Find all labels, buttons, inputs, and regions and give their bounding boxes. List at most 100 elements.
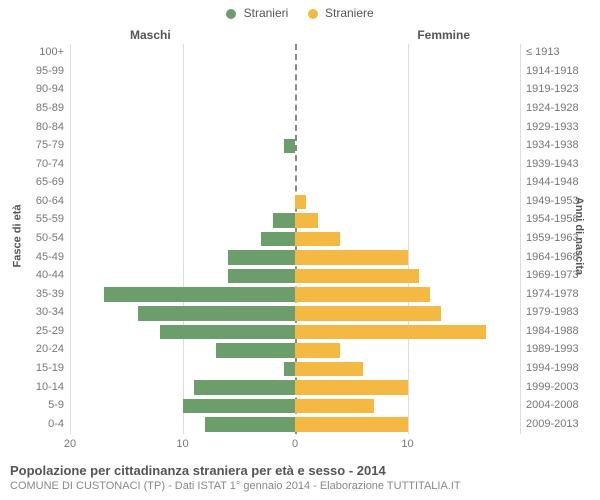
x-tick: 10 bbox=[176, 438, 188, 450]
legend-label-female: Straniere bbox=[325, 6, 374, 20]
bar-male bbox=[284, 139, 295, 154]
y-label-age: 55-59 bbox=[0, 213, 64, 225]
age-row bbox=[70, 378, 520, 397]
bar-male bbox=[228, 250, 296, 265]
age-row bbox=[70, 193, 520, 212]
y-label-age: 25-29 bbox=[0, 325, 64, 337]
x-tick: 0 bbox=[292, 438, 298, 450]
bar-female bbox=[295, 343, 340, 358]
legend: Stranieri Straniere bbox=[0, 6, 600, 20]
plot-area bbox=[70, 44, 520, 434]
y-label-birth: 1944-1948 bbox=[526, 176, 579, 188]
age-row bbox=[70, 118, 520, 137]
bar-female bbox=[295, 399, 374, 414]
age-row bbox=[70, 267, 520, 286]
y-label-age: 15-19 bbox=[0, 362, 64, 374]
y-label-age: 70-74 bbox=[0, 158, 64, 170]
y-label-birth: 1919-1923 bbox=[526, 83, 579, 95]
footer-subtitle: COMUNE DI CUSTONACI (TP) - Dati ISTAT 1°… bbox=[10, 480, 590, 492]
age-row bbox=[70, 137, 520, 156]
bar-female bbox=[295, 195, 306, 210]
y-label-age: 50-54 bbox=[0, 232, 64, 244]
legend-swatch-female bbox=[308, 9, 318, 19]
y-label-age: 85-89 bbox=[0, 102, 64, 114]
bar-female bbox=[295, 306, 441, 321]
bar-female bbox=[295, 269, 419, 284]
age-row bbox=[70, 304, 520, 323]
legend-label-male: Stranieri bbox=[244, 6, 289, 20]
column-title-left: Maschi bbox=[130, 28, 171, 42]
y-label-age: 75-79 bbox=[0, 139, 64, 151]
y-label-age: 30-34 bbox=[0, 306, 64, 318]
bar-male bbox=[183, 399, 296, 414]
bar-male bbox=[205, 417, 295, 432]
bar-male bbox=[228, 269, 296, 284]
bar-male bbox=[138, 306, 296, 321]
y-label-birth: 1974-1978 bbox=[526, 288, 579, 300]
y-label-birth: 1924-1928 bbox=[526, 102, 579, 114]
y-label-birth: 1989-1993 bbox=[526, 343, 579, 355]
y-label-age: 40-44 bbox=[0, 269, 64, 281]
bar-male bbox=[273, 213, 296, 228]
y-label-birth: 2004-2008 bbox=[526, 399, 579, 411]
y-label-birth: 1964-1968 bbox=[526, 251, 579, 263]
y-label-birth: 1939-1943 bbox=[526, 158, 579, 170]
bar-female bbox=[295, 325, 486, 340]
age-row bbox=[70, 285, 520, 304]
bar-female bbox=[295, 213, 318, 228]
age-row bbox=[70, 230, 520, 249]
bar-male bbox=[284, 362, 295, 377]
y-label-birth: 1994-1998 bbox=[526, 362, 579, 374]
x-tick: 10 bbox=[401, 438, 413, 450]
age-row bbox=[70, 211, 520, 230]
y-label-age: 0-4 bbox=[0, 418, 64, 430]
y-label-age: 100+ bbox=[0, 46, 64, 58]
bar-male bbox=[104, 287, 295, 302]
age-row bbox=[70, 415, 520, 434]
bar-female bbox=[295, 380, 408, 395]
column-title-right: Femmine bbox=[417, 28, 470, 42]
y-label-age: 90-94 bbox=[0, 83, 64, 95]
y-label-birth: 1959-1963 bbox=[526, 232, 579, 244]
age-row bbox=[70, 100, 520, 119]
age-row bbox=[70, 44, 520, 63]
y-label-age: 60-64 bbox=[0, 195, 64, 207]
y-label-age: 80-84 bbox=[0, 121, 64, 133]
age-row bbox=[70, 81, 520, 100]
y-label-birth: 2009-2013 bbox=[526, 418, 579, 430]
y-label-birth: 1949-1953 bbox=[526, 195, 579, 207]
bar-female bbox=[295, 250, 408, 265]
bar-female bbox=[295, 232, 340, 247]
age-row bbox=[70, 323, 520, 342]
age-row bbox=[70, 63, 520, 82]
bar-male bbox=[160, 325, 295, 340]
x-tick: 20 bbox=[64, 438, 76, 450]
legend-swatch-male bbox=[226, 9, 236, 19]
age-row bbox=[70, 397, 520, 416]
y-label-birth: 1954-1958 bbox=[526, 213, 579, 225]
bar-female bbox=[295, 362, 363, 377]
bar-female bbox=[295, 417, 408, 432]
y-label-birth: ≤ 1913 bbox=[526, 46, 560, 58]
chart-footer: Popolazione per cittadinanza straniera p… bbox=[10, 463, 590, 492]
bar-male bbox=[261, 232, 295, 247]
age-row bbox=[70, 155, 520, 174]
legend-item-male: Stranieri bbox=[226, 6, 288, 20]
y-label-birth: 1979-1983 bbox=[526, 306, 579, 318]
y-label-age: 10-14 bbox=[0, 381, 64, 393]
y-label-birth: 1934-1938 bbox=[526, 139, 579, 151]
y-label-age: 95-99 bbox=[0, 65, 64, 77]
chart-container: Stranieri Straniere Maschi Femmine Fasce… bbox=[0, 0, 600, 500]
y-label-age: 45-49 bbox=[0, 251, 64, 263]
y-label-age: 35-39 bbox=[0, 288, 64, 300]
age-row bbox=[70, 248, 520, 267]
y-label-birth: 1999-2003 bbox=[526, 381, 579, 393]
y-label-birth: 1929-1933 bbox=[526, 121, 579, 133]
bar-female bbox=[295, 287, 430, 302]
y-label-age: 5-9 bbox=[0, 399, 64, 411]
legend-item-female: Straniere bbox=[308, 6, 374, 20]
y-label-age: 20-24 bbox=[0, 343, 64, 355]
bar-male bbox=[194, 380, 295, 395]
y-label-age: 65-69 bbox=[0, 176, 64, 188]
y-label-birth: 1914-1918 bbox=[526, 65, 579, 77]
